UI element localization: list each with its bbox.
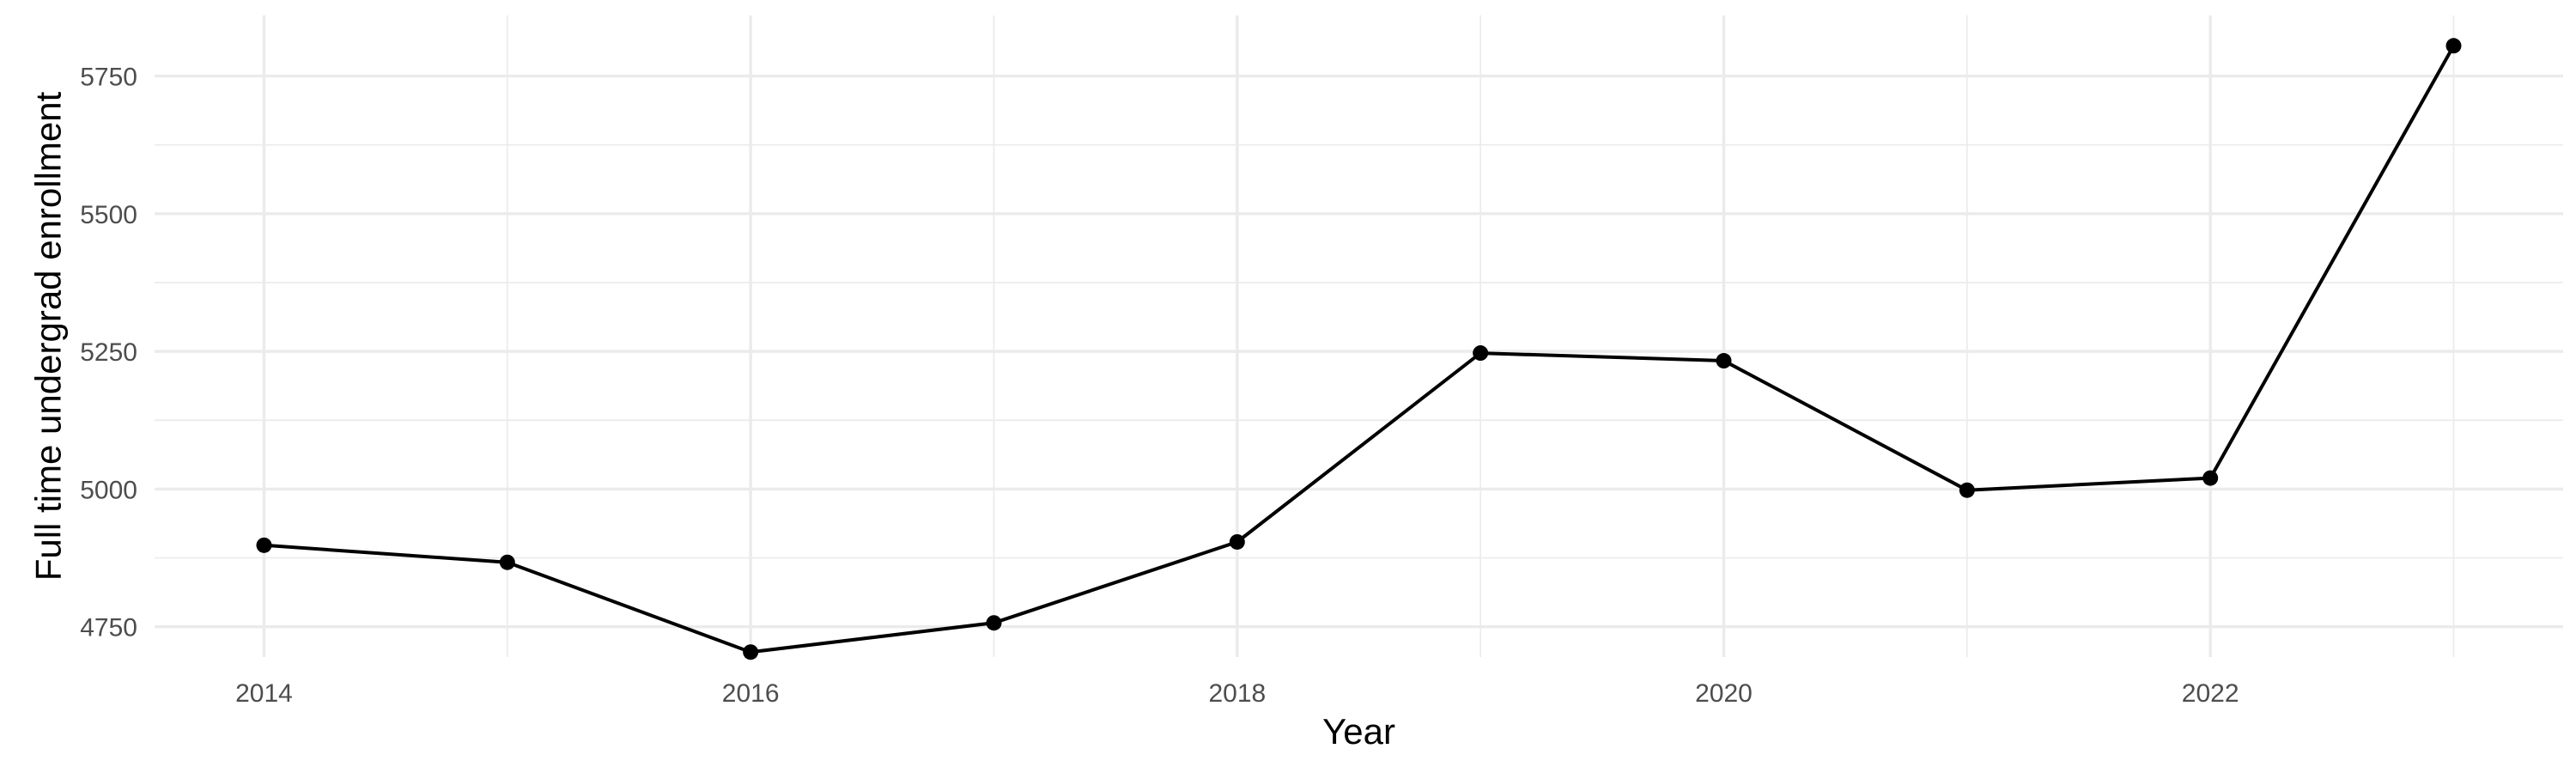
data-point xyxy=(1959,482,1975,498)
y-tick-label: 5750 xyxy=(80,64,137,92)
data-point xyxy=(743,644,759,660)
y-tick-label: 5250 xyxy=(80,338,137,367)
data-point xyxy=(2445,38,2462,54)
x-tick-label: 2016 xyxy=(722,679,780,708)
y-tick-label: 5000 xyxy=(80,476,137,504)
data-point xyxy=(1716,353,1732,369)
data-point xyxy=(499,554,515,570)
x-tick-label: 2022 xyxy=(2182,679,2239,708)
major-gridlines xyxy=(155,15,2563,657)
y-axis-title: Full time undergrad enrollment xyxy=(28,91,69,581)
x-tick-label: 2018 xyxy=(1208,679,1266,708)
data-point xyxy=(1473,345,1489,362)
x-axis-title: Year xyxy=(1322,711,1395,752)
minor-gridlines xyxy=(155,15,2563,657)
y-tick-label: 4750 xyxy=(80,614,137,642)
x-tick-label: 2014 xyxy=(235,679,293,708)
data-point xyxy=(986,615,1002,631)
y-tick-labels: 4750 5000 5250 5500 5750 xyxy=(80,64,137,642)
series-line xyxy=(264,45,2456,654)
data-point xyxy=(256,537,272,553)
y-tick-label: 5500 xyxy=(80,201,137,229)
series-layer xyxy=(256,38,2462,660)
data-point xyxy=(2202,470,2219,486)
x-tick-label: 2020 xyxy=(1695,679,1753,708)
x-tick-labels: 2014 2016 2018 2020 2022 xyxy=(235,679,2239,708)
data-point xyxy=(1229,533,1245,550)
